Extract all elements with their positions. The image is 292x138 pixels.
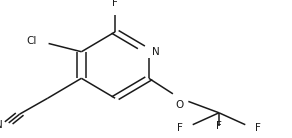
- Text: F: F: [112, 0, 118, 8]
- Text: N: N: [0, 120, 3, 130]
- Text: F: F: [256, 123, 261, 133]
- Text: O: O: [175, 99, 184, 110]
- Text: N: N: [152, 47, 159, 57]
- Text: Cl: Cl: [26, 36, 36, 46]
- Text: F: F: [177, 123, 182, 133]
- Text: F: F: [216, 121, 222, 131]
